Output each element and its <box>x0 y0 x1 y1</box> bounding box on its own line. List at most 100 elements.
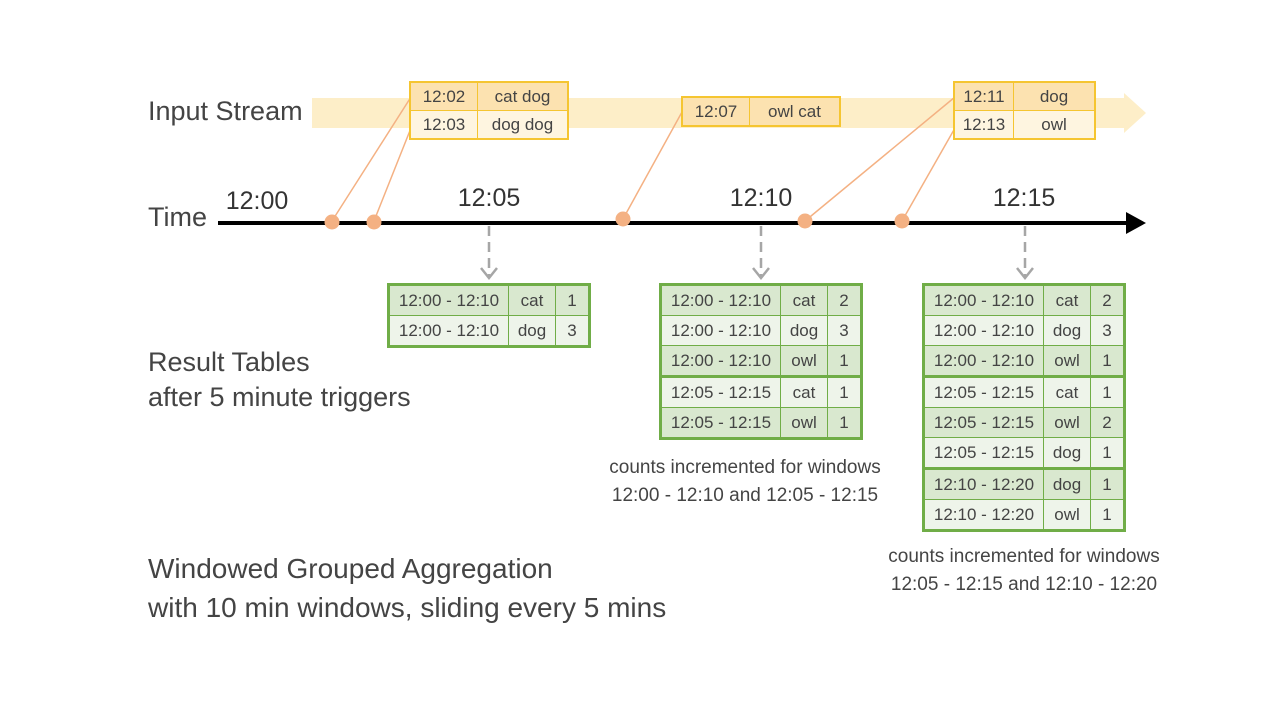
event-time: 12:02 <box>409 81 478 111</box>
count-cell: 1 <box>1090 345 1125 377</box>
tick-label: 12:15 <box>992 184 1056 212</box>
count-cell: 2 <box>1090 407 1125 438</box>
count-cell: 2 <box>827 284 862 316</box>
leader-line <box>373 127 412 222</box>
event-dot <box>615 211 631 227</box>
event-dot <box>894 213 910 229</box>
time-label: Time <box>148 202 207 232</box>
trigger-arrowhead <box>1016 267 1034 281</box>
count-cell: 3 <box>1090 315 1125 346</box>
word-cell: dog <box>1043 315 1091 346</box>
word-cell: owl <box>780 407 828 439</box>
count-cell: 1 <box>827 345 862 377</box>
table-row: 12:10 - 12:20 owl 1 <box>923 499 1125 531</box>
window-cell: 12:00 - 12:10 <box>660 284 781 316</box>
footer-title-1: Windowed Grouped Aggregation <box>148 553 553 584</box>
table-row: 12:05 - 12:15 cat 1 <box>660 375 862 408</box>
table-row: 12:00 - 12:10 dog 3 <box>923 315 1125 346</box>
trigger-arrowhead <box>480 267 498 281</box>
table-row: 12:00 - 12:10 owl 1 <box>660 345 862 377</box>
word-cell: owl <box>1043 345 1091 377</box>
trigger-arrows <box>480 226 1034 281</box>
word-cell: cat <box>1043 375 1091 408</box>
event-dot <box>797 213 813 229</box>
table-row: 12:00 - 12:10 dog 3 <box>660 315 862 346</box>
word-cell: cat <box>508 284 556 316</box>
timeline-arrowhead <box>1126 212 1146 234</box>
table-row: 12:00 - 12:10 owl 1 <box>923 345 1125 377</box>
input-event-box: 12:11 dog 12:13 owl <box>953 81 1096 140</box>
input-event: 12:11 dog <box>953 81 1096 111</box>
table-row: 12:05 - 12:15 owl 1 <box>660 407 862 439</box>
count-cell: 1 <box>555 284 590 316</box>
count-cell: 1 <box>827 375 862 408</box>
tick-label: 12:10 <box>729 184 793 212</box>
window-cell: 12:00 - 12:10 <box>923 345 1044 377</box>
window-cell: 12:00 - 12:10 <box>923 315 1044 346</box>
word-cell: cat <box>780 284 828 316</box>
note-1215-line2: 12:05 - 12:15 and 12:10 - 12:20 <box>890 574 1158 595</box>
word-cell: owl <box>1043 499 1091 531</box>
table-row: 12:05 - 12:15 cat 1 <box>923 375 1125 408</box>
word-cell: dog <box>508 315 556 347</box>
input-event: 12:02 cat dog <box>409 81 569 111</box>
table-row: 12:10 - 12:20 dog 1 <box>923 467 1125 500</box>
result-table-1215: 12:00 - 12:10 cat 2 12:00 - 12:10 dog 3 … <box>922 283 1126 532</box>
event-time: 12:07 <box>681 96 750 127</box>
table-row: 12:00 - 12:10 dog 3 <box>388 315 590 347</box>
event-time: 12:11 <box>953 81 1014 111</box>
word-cell: cat <box>1043 284 1091 316</box>
leader-line <box>804 96 956 222</box>
note-1210-line1: counts incremented for windows <box>609 457 881 478</box>
tick-label: 12:05 <box>457 184 521 212</box>
event-words: owl <box>1013 110 1096 140</box>
table-row: 12:00 - 12:10 cat 2 <box>660 284 862 316</box>
count-cell: 1 <box>1090 437 1125 469</box>
window-cell: 12:05 - 12:15 <box>923 437 1044 469</box>
table-row: 12:00 - 12:10 cat 2 <box>923 284 1125 316</box>
note-1215-line1: counts incremented for windows <box>888 546 1160 567</box>
window-cell: 12:00 - 12:10 <box>660 315 781 346</box>
input-stream-label: Input Stream <box>148 96 303 126</box>
count-cell: 1 <box>1090 499 1125 531</box>
window-cell: 12:10 - 12:20 <box>923 467 1044 500</box>
event-words: cat dog <box>477 81 569 111</box>
word-cell: dog <box>1043 437 1091 469</box>
count-cell: 2 <box>1090 284 1125 316</box>
table-row: 12:00 - 12:10 cat 1 <box>388 284 590 316</box>
word-cell: dog <box>780 315 828 346</box>
word-cell: owl <box>780 345 828 377</box>
count-cell: 3 <box>555 315 590 347</box>
window-cell: 12:05 - 12:15 <box>660 407 781 439</box>
leader-line <box>901 127 956 222</box>
result-tables-label-2: after 5 minute triggers <box>148 382 411 412</box>
window-cell: 12:05 - 12:15 <box>923 407 1044 438</box>
window-cell: 12:05 - 12:15 <box>660 375 781 408</box>
event-words: dog <box>1013 81 1096 111</box>
event-time: 12:13 <box>953 110 1014 140</box>
input-event-box: 12:07 owl cat <box>681 96 841 127</box>
result-tables-label-1: Result Tables <box>148 347 310 377</box>
event-dot <box>366 214 382 230</box>
result-table-1210: 12:00 - 12:10 cat 2 12:00 - 12:10 dog 3 … <box>659 283 863 440</box>
input-event: 12:13 owl <box>953 110 1096 140</box>
word-cell: cat <box>780 375 828 408</box>
footer-title-2: with 10 min windows, sliding every 5 min… <box>148 592 667 623</box>
window-cell: 12:05 - 12:15 <box>923 375 1044 408</box>
window-cell: 12:10 - 12:20 <box>923 499 1044 531</box>
event-dot <box>324 214 340 230</box>
window-cell: 12:00 - 12:10 <box>388 315 509 347</box>
event-words: owl cat <box>749 96 841 127</box>
leader-line <box>331 96 412 222</box>
table-row: 12:05 - 12:15 dog 1 <box>923 437 1125 469</box>
word-cell: owl <box>1043 407 1091 438</box>
word-cell: dog <box>1043 467 1091 500</box>
count-cell: 1 <box>1090 467 1125 500</box>
event-time: 12:03 <box>409 110 478 140</box>
note-1210-line2: 12:00 - 12:10 and 12:05 - 12:15 <box>611 485 879 506</box>
count-cell: 1 <box>1090 375 1125 408</box>
window-cell: 12:00 - 12:10 <box>923 284 1044 316</box>
input-event: 12:03 dog dog <box>409 110 569 140</box>
count-cell: 3 <box>827 315 862 346</box>
table-row: 12:05 - 12:15 owl 2 <box>923 407 1125 438</box>
